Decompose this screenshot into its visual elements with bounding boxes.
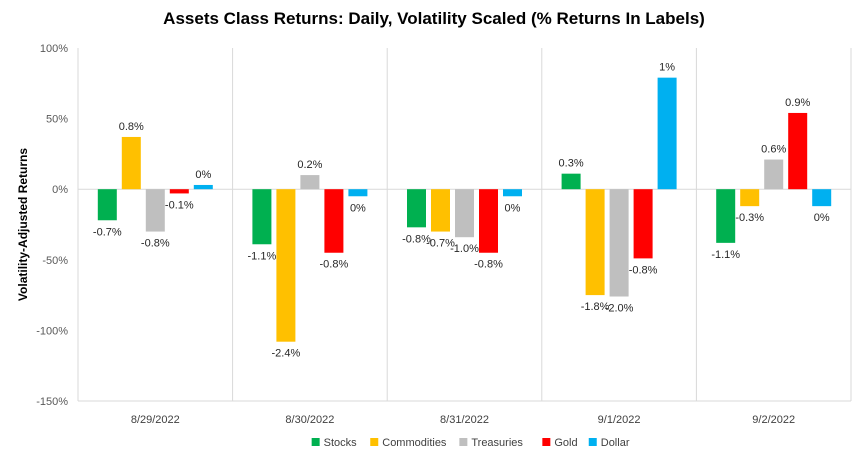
legend-swatch-dollar: [588, 438, 597, 446]
data-label: -1.8%: [581, 301, 610, 313]
x-tick-label: 8/29/2022: [131, 414, 180, 426]
data-label: -1.0%: [450, 243, 479, 255]
bar-commodities: [276, 189, 296, 342]
data-label: -0.8%: [474, 259, 503, 271]
bar-treasuries: [455, 189, 474, 238]
bar-gold: [633, 189, 653, 259]
labels-layer: -0.7% 0.8% -0.8% -0.1% 0% -1.1% -2.4% 0.2% -0.8%…: [93, 62, 830, 360]
legend-item-gold: Gold: [554, 437, 577, 449]
data-label: -1.1%: [248, 250, 277, 262]
data-label: -0.8%: [141, 238, 170, 250]
bar-commodities: [740, 189, 760, 207]
bar-gold: [479, 189, 498, 253]
bar-commodities: [585, 189, 605, 296]
axis-layer: -150% -100% -50% 0% 50% 100% Volatility-Adjust…: [16, 43, 795, 426]
y-tick-label: -50%: [42, 255, 68, 267]
data-label: -0.7%: [93, 226, 122, 238]
data-label: 0.2%: [297, 159, 322, 171]
data-label: 0%: [814, 212, 830, 224]
bar-dollar: [503, 189, 522, 197]
bar-gold: [324, 189, 344, 253]
x-tick-label: 9/1/2022: [598, 414, 641, 426]
y-tick-label: -100%: [36, 325, 68, 337]
bar-dollar: [812, 189, 832, 207]
data-label: 0%: [195, 169, 211, 181]
x-tick-label: 9/2/2022: [752, 414, 795, 426]
x-tick-label: 8/30/2022: [285, 414, 334, 426]
bar-treasuries: [300, 175, 320, 190]
data-label: 0.6%: [761, 144, 786, 156]
bar-treasuries: [145, 189, 165, 232]
x-tick-label: 8/31/2022: [440, 414, 489, 426]
data-label: 0%: [350, 202, 366, 214]
data-label: 0.9%: [785, 97, 810, 109]
legend-swatch-commodities: [370, 438, 379, 446]
data-label: 0.3%: [559, 158, 584, 170]
legend-swatch-stocks: [311, 438, 320, 446]
bar-gold: [788, 112, 808, 190]
bar-stocks: [407, 189, 426, 228]
data-label: -0.8%: [320, 259, 349, 271]
bar-stocks: [97, 189, 117, 221]
legend-item-dollar: Dollar: [601, 437, 630, 449]
bar-dollar: [348, 189, 368, 197]
legend-item-stocks: Stocks: [324, 437, 358, 449]
bar-stocks: [716, 189, 736, 243]
bar-dollar: [657, 77, 677, 190]
y-tick-label: 50%: [46, 114, 68, 126]
data-label: 1%: [659, 62, 675, 74]
bar-stocks: [252, 189, 272, 245]
bar-commodities: [431, 189, 450, 232]
data-label: -0.8%: [402, 233, 431, 245]
bar-dollar: [193, 184, 213, 190]
bar-stocks: [561, 173, 581, 190]
y-tick-label: 100%: [40, 43, 68, 55]
legend-swatch-gold: [542, 438, 551, 446]
y-axis-title: Volatility-Adjusted Returns: [16, 148, 30, 301]
bars-layer: [97, 77, 832, 342]
bar-commodities: [121, 136, 141, 190]
y-tick-label: 0%: [52, 184, 68, 196]
data-label: -0.8%: [629, 264, 658, 276]
data-label: -0.1%: [165, 199, 194, 211]
legend: Stocks Commodities Treasuries Gold Dollar: [311, 437, 630, 449]
bar-treasuries: [764, 159, 784, 190]
data-label: -2.0%: [605, 303, 634, 315]
legend-item-treasuries: Treasuries: [471, 437, 523, 449]
y-tick-label: -150%: [36, 396, 68, 408]
data-label: 0.8%: [119, 121, 144, 133]
legend-swatch-treasuries: [459, 438, 468, 446]
data-label: -0.7%: [426, 238, 455, 250]
bar-gold: [169, 189, 189, 194]
data-label: -2.4%: [272, 348, 301, 360]
data-label: 0%: [505, 202, 521, 214]
bar-treasuries: [609, 189, 629, 297]
chart-title: Assets Class Returns: Daily, Volatility …: [163, 9, 705, 28]
data-label: -0.3%: [735, 212, 764, 224]
data-label: -1.1%: [711, 249, 740, 261]
legend-item-commodities: Commodities: [382, 437, 447, 449]
